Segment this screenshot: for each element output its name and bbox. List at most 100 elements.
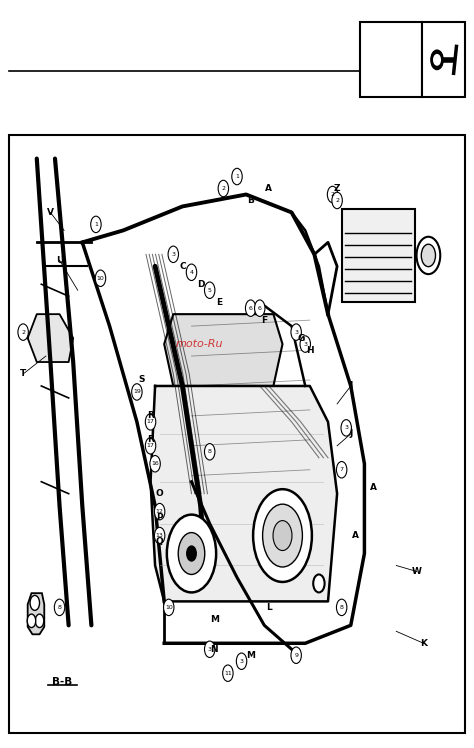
Text: 8: 8	[58, 605, 62, 610]
Circle shape	[300, 336, 310, 352]
Circle shape	[291, 324, 301, 340]
Text: 4: 4	[190, 270, 193, 275]
Bar	[9, 135, 465, 733]
Circle shape	[341, 420, 351, 436]
Bar	[360, 22, 422, 97]
Text: Q: Q	[156, 537, 164, 546]
Circle shape	[223, 665, 233, 681]
Text: 12: 12	[155, 509, 164, 514]
Polygon shape	[27, 593, 44, 634]
Text: F: F	[261, 316, 267, 325]
Circle shape	[91, 216, 101, 233]
Bar	[342, 209, 415, 302]
Bar	[422, 22, 465, 97]
Circle shape	[186, 264, 197, 280]
Circle shape	[155, 527, 165, 544]
Polygon shape	[27, 314, 73, 362]
Text: 10: 10	[97, 276, 104, 280]
Text: 3: 3	[303, 342, 307, 346]
Circle shape	[313, 574, 325, 592]
Circle shape	[204, 282, 215, 298]
Circle shape	[146, 438, 156, 454]
Circle shape	[27, 614, 36, 628]
Text: N: N	[210, 645, 218, 654]
Text: 6: 6	[258, 306, 262, 310]
Circle shape	[187, 546, 196, 561]
Text: Z: Z	[334, 184, 340, 193]
Text: S: S	[138, 375, 145, 384]
Text: 6: 6	[249, 306, 253, 310]
Circle shape	[218, 180, 228, 197]
Text: G: G	[297, 334, 304, 343]
Circle shape	[150, 456, 160, 472]
Circle shape	[246, 300, 256, 316]
Circle shape	[255, 300, 265, 316]
Text: B: B	[247, 196, 254, 205]
Circle shape	[95, 270, 106, 286]
Text: 3: 3	[171, 252, 175, 257]
Circle shape	[146, 414, 156, 430]
Circle shape	[30, 595, 39, 610]
Circle shape	[167, 515, 216, 592]
Text: 7: 7	[340, 468, 344, 472]
Text: R: R	[147, 435, 154, 444]
Text: 3: 3	[239, 659, 244, 663]
Text: 1: 1	[94, 222, 98, 227]
Text: 19: 19	[133, 390, 141, 394]
Text: 8: 8	[208, 450, 211, 454]
Text: J: J	[349, 429, 353, 438]
Text: 3: 3	[344, 426, 348, 430]
Circle shape	[332, 192, 342, 209]
Circle shape	[232, 168, 242, 185]
Polygon shape	[151, 386, 337, 601]
Text: 11: 11	[224, 671, 232, 675]
Text: 16: 16	[151, 462, 159, 466]
Circle shape	[431, 50, 443, 70]
Text: K: K	[420, 639, 427, 648]
Text: P: P	[156, 513, 163, 522]
Text: V: V	[47, 208, 54, 217]
Circle shape	[421, 244, 436, 267]
Text: 2: 2	[21, 330, 25, 334]
Text: 2: 2	[330, 192, 335, 197]
Circle shape	[253, 489, 312, 582]
Text: moto-Ru: moto-Ru	[175, 339, 223, 349]
Text: A: A	[265, 184, 273, 193]
Circle shape	[273, 521, 292, 551]
Text: 2: 2	[335, 198, 339, 203]
Text: E: E	[216, 298, 222, 307]
Text: 8: 8	[340, 605, 344, 610]
Text: 5: 5	[208, 288, 211, 292]
Text: 9: 9	[294, 653, 298, 657]
Text: 10: 10	[165, 605, 173, 610]
Text: W: W	[412, 567, 422, 576]
Circle shape	[291, 647, 301, 663]
Text: 3: 3	[294, 330, 298, 334]
Text: 13: 13	[155, 533, 164, 538]
Text: 2: 2	[221, 186, 225, 191]
Circle shape	[417, 236, 440, 275]
Text: 1: 1	[235, 174, 239, 179]
Text: C: C	[179, 262, 186, 271]
Circle shape	[328, 186, 338, 203]
Circle shape	[204, 444, 215, 460]
Text: T: T	[20, 370, 26, 378]
Circle shape	[237, 653, 247, 669]
Circle shape	[434, 55, 440, 65]
Circle shape	[18, 324, 28, 340]
Circle shape	[168, 246, 179, 263]
Circle shape	[164, 599, 174, 616]
Text: O: O	[156, 489, 164, 498]
Text: D: D	[197, 280, 204, 289]
Circle shape	[178, 533, 205, 574]
Text: M: M	[246, 651, 255, 660]
Polygon shape	[164, 314, 283, 386]
Circle shape	[55, 599, 65, 616]
Text: 17: 17	[146, 444, 155, 448]
Text: R: R	[147, 411, 154, 420]
Circle shape	[132, 384, 142, 400]
Circle shape	[204, 641, 215, 657]
Text: U: U	[56, 256, 63, 265]
Text: H: H	[306, 346, 314, 355]
Text: I: I	[349, 381, 353, 390]
